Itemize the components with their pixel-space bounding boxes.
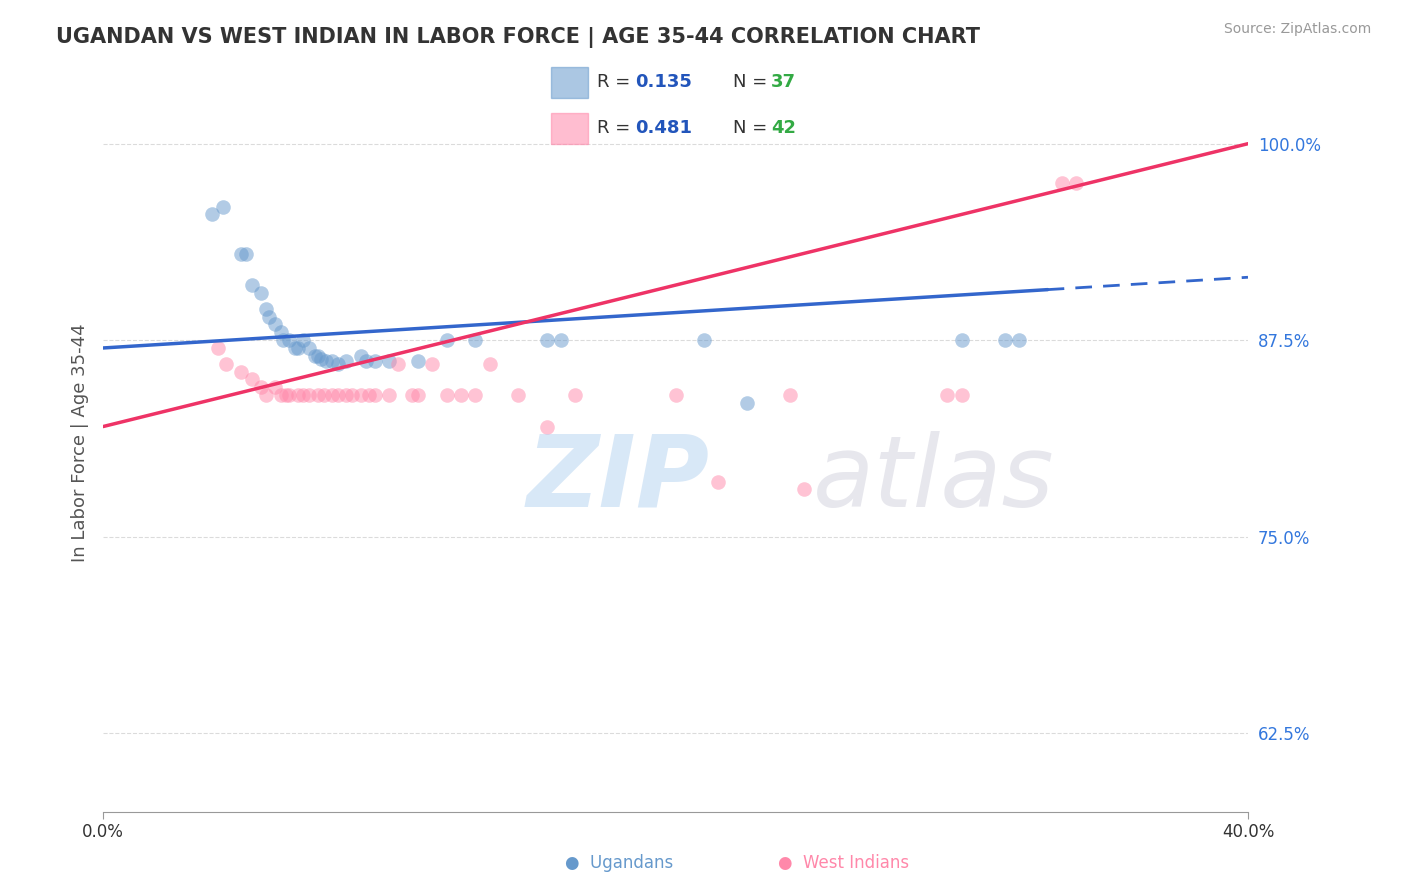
Point: [401, 388, 423, 402]
Point: [936, 388, 959, 402]
Text: Source: ZipAtlas.com: Source: ZipAtlas.com: [1223, 22, 1371, 37]
Point: [406, 388, 429, 402]
Point: [249, 380, 271, 394]
Point: [664, 388, 686, 402]
Point: [464, 333, 486, 347]
Point: [359, 388, 381, 402]
Point: [229, 246, 252, 260]
Point: [292, 333, 315, 347]
Point: [326, 388, 349, 402]
Point: [287, 388, 309, 402]
Point: [1050, 176, 1073, 190]
Point: [240, 278, 263, 293]
Point: [387, 357, 409, 371]
Point: [536, 333, 558, 347]
Point: [292, 388, 315, 402]
Point: [257, 310, 280, 324]
Point: [450, 388, 472, 402]
Point: [508, 388, 530, 402]
Text: ZIP: ZIP: [527, 431, 710, 528]
Point: [950, 333, 973, 347]
Point: [235, 246, 257, 260]
Point: [270, 388, 292, 402]
Point: [284, 341, 307, 355]
Point: [378, 388, 401, 402]
Point: [420, 357, 443, 371]
Point: [249, 285, 271, 300]
Point: [229, 365, 252, 379]
Point: [240, 372, 263, 386]
Text: N =: N =: [733, 120, 773, 137]
Point: [263, 380, 285, 394]
Point: [270, 325, 292, 339]
Text: UGANDAN VS WEST INDIAN IN LABOR FORCE | AGE 35-44 CORRELATION CHART: UGANDAN VS WEST INDIAN IN LABOR FORCE | …: [56, 27, 980, 48]
Point: [350, 388, 373, 402]
Point: [307, 388, 329, 402]
Point: [212, 200, 235, 214]
Point: [436, 333, 458, 347]
Point: [207, 341, 229, 355]
Point: [287, 341, 309, 355]
Text: R =: R =: [598, 120, 637, 137]
Point: [364, 388, 387, 402]
Point: [321, 353, 343, 368]
Point: [350, 349, 373, 363]
Point: [215, 357, 238, 371]
Point: [994, 333, 1017, 347]
Text: atlas: atlas: [813, 431, 1054, 528]
Point: [406, 353, 429, 368]
Text: R =: R =: [598, 73, 637, 91]
Text: 0.481: 0.481: [636, 120, 693, 137]
Point: [254, 301, 277, 316]
Point: [464, 388, 486, 402]
Point: [779, 388, 801, 402]
Point: [356, 353, 378, 368]
Point: [478, 357, 501, 371]
Point: [254, 388, 277, 402]
Point: [304, 349, 326, 363]
Point: [735, 396, 758, 410]
Point: [340, 388, 363, 402]
Point: [335, 353, 357, 368]
Text: ●  West Indians: ● West Indians: [778, 855, 910, 872]
Point: [321, 388, 343, 402]
Point: [335, 388, 357, 402]
Bar: [551, 113, 588, 144]
Point: [378, 353, 401, 368]
Point: [693, 333, 716, 347]
Text: N =: N =: [733, 73, 773, 91]
Point: [263, 318, 285, 332]
Bar: [551, 67, 588, 97]
Point: [276, 388, 298, 402]
Text: 42: 42: [770, 120, 796, 137]
Point: [364, 353, 387, 368]
Point: [326, 357, 349, 371]
Point: [793, 483, 815, 497]
Text: 0.135: 0.135: [636, 73, 692, 91]
Point: [309, 351, 332, 366]
Point: [536, 419, 558, 434]
Y-axis label: In Labor Force | Age 35-44: In Labor Force | Age 35-44: [72, 323, 89, 562]
Point: [298, 341, 321, 355]
Point: [312, 388, 335, 402]
Point: [273, 333, 295, 347]
Point: [707, 475, 730, 489]
Point: [950, 388, 973, 402]
Point: [298, 388, 321, 402]
Text: 37: 37: [770, 73, 796, 91]
Point: [550, 333, 572, 347]
Point: [1064, 176, 1087, 190]
Point: [564, 388, 586, 402]
Point: [436, 388, 458, 402]
Point: [278, 388, 301, 402]
Point: [315, 353, 337, 368]
Point: [307, 349, 329, 363]
Point: [1008, 333, 1031, 347]
Point: [278, 333, 301, 347]
Point: [201, 207, 224, 221]
Text: ●  Ugandans: ● Ugandans: [565, 855, 672, 872]
